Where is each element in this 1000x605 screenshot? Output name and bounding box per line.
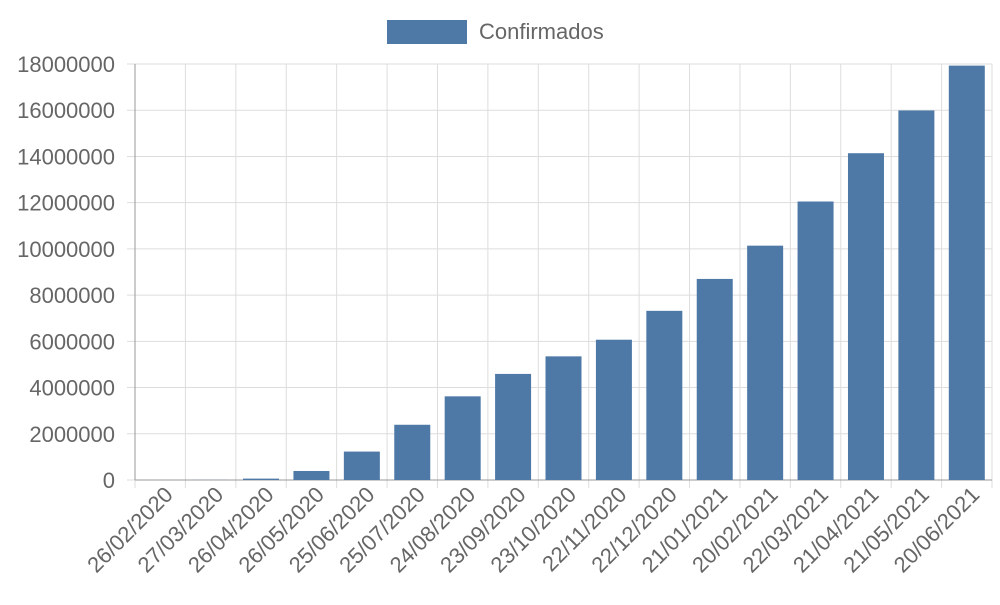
bar[interactable] bbox=[596, 340, 632, 480]
bar[interactable] bbox=[949, 66, 985, 480]
y-tick-label: 6000000 bbox=[29, 329, 115, 354]
bar[interactable] bbox=[898, 110, 934, 480]
legend[interactable]: Confirmados bbox=[387, 19, 604, 44]
y-tick-label: 4000000 bbox=[29, 376, 115, 401]
y-tick-label: 14000000 bbox=[17, 144, 115, 169]
legend-swatch[interactable] bbox=[387, 20, 467, 44]
bar[interactable] bbox=[495, 374, 531, 480]
bar[interactable] bbox=[546, 356, 582, 480]
y-tick-label: 16000000 bbox=[17, 98, 115, 123]
y-tick-label: 2000000 bbox=[29, 422, 115, 447]
y-tick-label: 10000000 bbox=[17, 237, 115, 262]
bar[interactable] bbox=[243, 479, 279, 480]
x-tick-labels: 26/02/202027/03/202026/04/202026/05/2020… bbox=[82, 482, 984, 578]
bar[interactable] bbox=[697, 279, 733, 480]
bar[interactable] bbox=[798, 202, 834, 480]
bar[interactable] bbox=[747, 246, 783, 480]
bar[interactable] bbox=[646, 311, 682, 480]
bar[interactable] bbox=[344, 452, 380, 480]
legend-label[interactable]: Confirmados bbox=[479, 19, 604, 44]
y-tick-label: 0 bbox=[103, 468, 115, 493]
y-tick-label: 8000000 bbox=[29, 283, 115, 308]
y-tick-label: 12000000 bbox=[17, 191, 115, 216]
y-tick-label: 18000000 bbox=[17, 52, 115, 77]
bar[interactable] bbox=[293, 471, 329, 480]
bar[interactable] bbox=[848, 153, 884, 480]
y-tick-labels: 0 2000000 4000000 6000000 8000000 10000000 120… bbox=[17, 52, 115, 493]
bar[interactable] bbox=[445, 396, 481, 480]
bar[interactable] bbox=[394, 425, 430, 480]
